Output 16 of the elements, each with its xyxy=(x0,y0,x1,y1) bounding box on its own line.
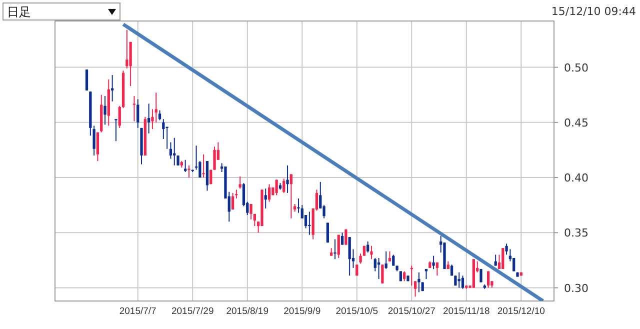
text: 15/12/10 09:44 xyxy=(551,5,636,18)
x-tick-label: 2015/9/9 xyxy=(284,306,321,317)
x-tick-label: 2015/7/7 xyxy=(119,306,156,317)
x-tick-label: 2015/12/10 xyxy=(497,306,545,317)
y-tick-label: 0.30 xyxy=(564,282,588,295)
y-tick-label: 0.50 xyxy=(564,61,588,74)
y-tick-label: 0.40 xyxy=(564,172,588,185)
plot: 0.30 0.35 0.40 0.45 0.50 2015/7/7 2015/7/29 2015/8/19 2015/9/9 2015/10/5 2015/10/27 2015/11/18 2015/12/10 xyxy=(54,20,588,317)
y-tick-label: 0.35 xyxy=(564,226,588,240)
x-tick-label: 2015/11/18 xyxy=(442,306,490,317)
dropdown: 日足 xyxy=(2,2,120,20)
y-tick-label: 0.45 xyxy=(564,116,588,130)
x-tick-label: 2015/10/5 xyxy=(336,306,378,317)
x-tick-label: 2015/10/27 xyxy=(388,306,436,317)
x-tick-label: 2015/7/29 xyxy=(171,306,214,317)
x-tick-label: 2015/8/19 xyxy=(226,306,269,317)
